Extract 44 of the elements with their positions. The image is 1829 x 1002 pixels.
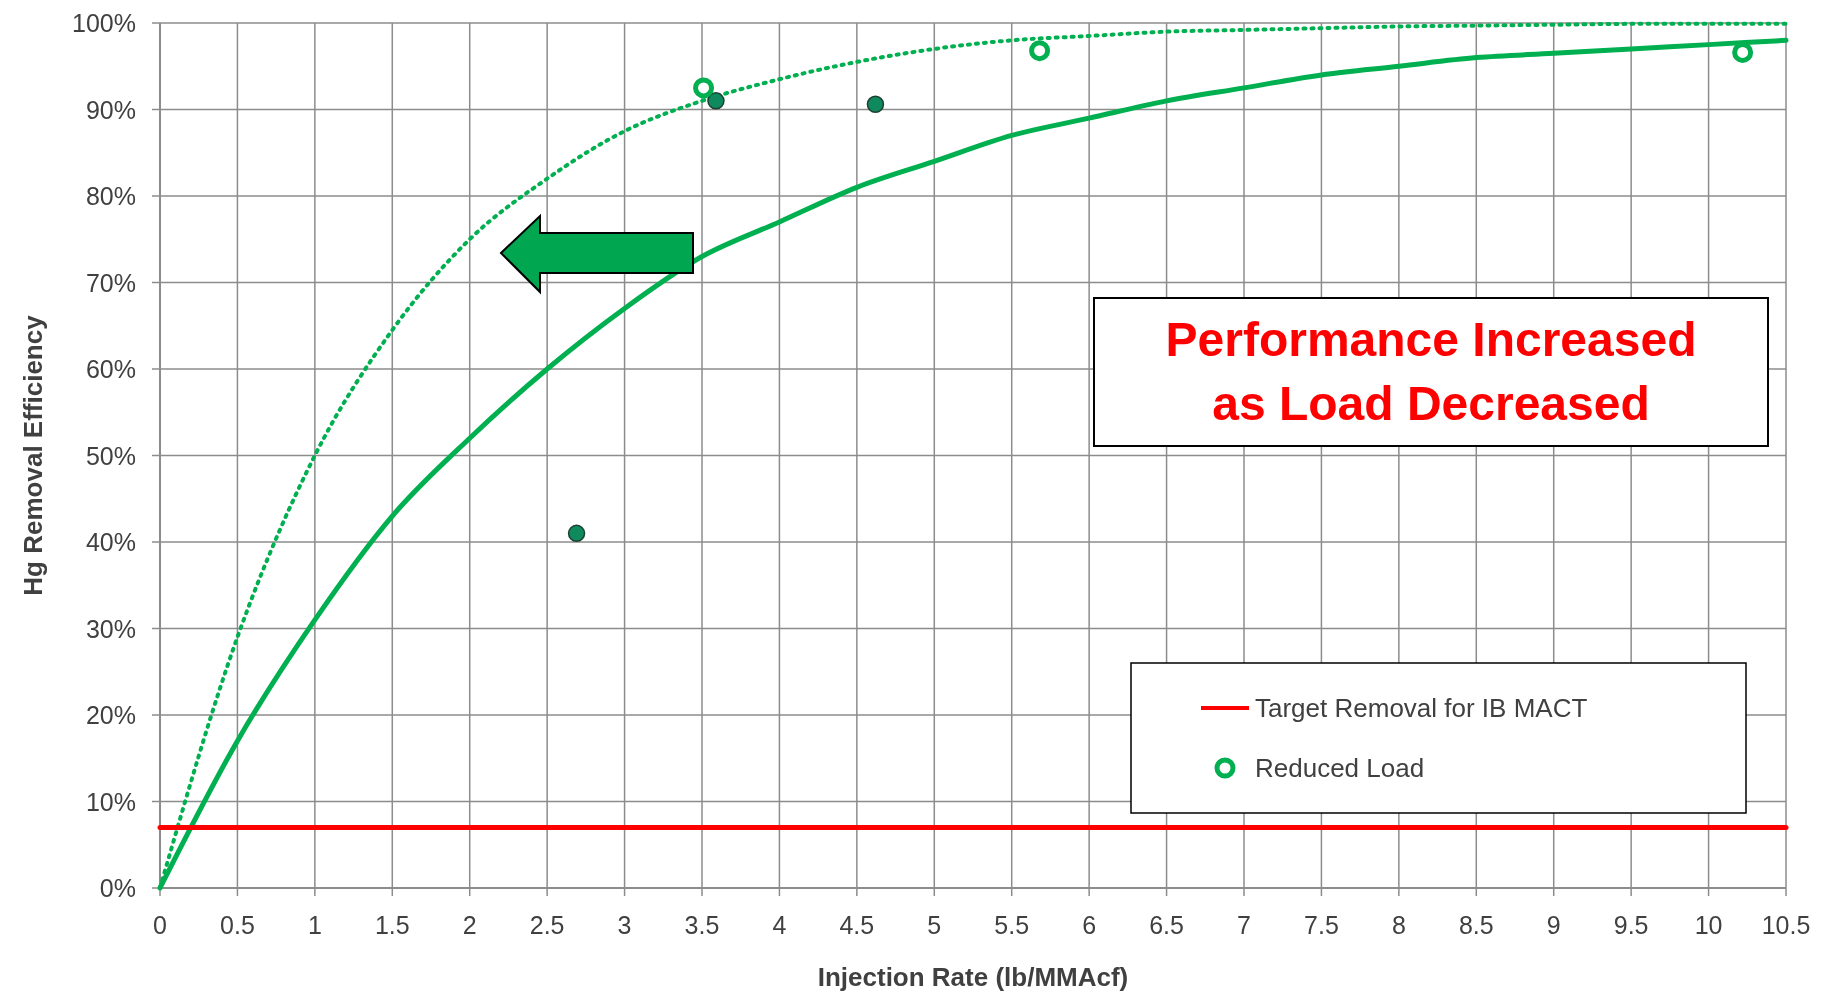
x-tick-label: 7 bbox=[1237, 911, 1251, 939]
y-tick-label: 30% bbox=[85, 614, 136, 643]
x-tick-label: 5.5 bbox=[994, 911, 1030, 939]
x-tick-label: 9 bbox=[1546, 911, 1561, 939]
y-tick-label: 90% bbox=[85, 95, 136, 124]
x-tick-label: 4.5 bbox=[839, 911, 875, 939]
x-tick-label: 2.5 bbox=[529, 911, 565, 939]
x-tick-label: 10 bbox=[1694, 911, 1723, 939]
y-tick-label: 0% bbox=[99, 874, 136, 902]
point bbox=[707, 92, 725, 110]
x-tick-label: 8 bbox=[1391, 911, 1406, 939]
x-tick-label: 3 bbox=[617, 911, 632, 939]
point bbox=[567, 524, 586, 543]
x-tick-label: 10.5 bbox=[1761, 911, 1811, 939]
point bbox=[866, 95, 885, 114]
x-tick-label: 0.5 bbox=[220, 911, 255, 939]
x-tick-label: 6.5 bbox=[1149, 911, 1184, 939]
y-tick-label: 70% bbox=[85, 268, 136, 297]
x-tick-label: 1 bbox=[307, 911, 322, 939]
y-tick-label: 10% bbox=[85, 787, 136, 816]
x-tick-label: 8.5 bbox=[1458, 911, 1494, 939]
x-tick-label: 2 bbox=[462, 911, 477, 939]
x-tick-label: 7.5 bbox=[1304, 911, 1339, 939]
y-tick-label: 50% bbox=[85, 441, 136, 470]
annotation: Performance Increased as Load Decreased bbox=[1165, 313, 1697, 430]
legend-label: Target Removal for IB MACT bbox=[1255, 693, 1588, 723]
y-tick-label: 100% bbox=[72, 9, 136, 37]
point bbox=[693, 77, 715, 99]
x-tick-label: 9.5 bbox=[1613, 911, 1649, 939]
x-tick-label: 4 bbox=[772, 911, 787, 939]
x-tick-label: 3.5 bbox=[684, 911, 720, 939]
y-tick-label: 20% bbox=[85, 701, 136, 729]
point bbox=[1029, 40, 1051, 62]
x-tick-label: 1.5 bbox=[374, 911, 410, 939]
point bbox=[1732, 41, 1754, 63]
x-tick-label: 6 bbox=[1082, 911, 1097, 939]
y-axis-title: Hg Removal Efficiency bbox=[18, 314, 48, 596]
x-tick-label: 0 bbox=[153, 911, 167, 939]
y-tick-label: 80% bbox=[85, 182, 136, 210]
x-axis-title: Injection Rate (lb/MMAcf) bbox=[817, 962, 1129, 992]
legend-label: Reduced Load bbox=[1255, 753, 1425, 783]
y-tick-label: 60% bbox=[85, 355, 136, 383]
y-tick-label: 40% bbox=[85, 528, 136, 556]
x-tick-label: 5 bbox=[927, 911, 942, 939]
